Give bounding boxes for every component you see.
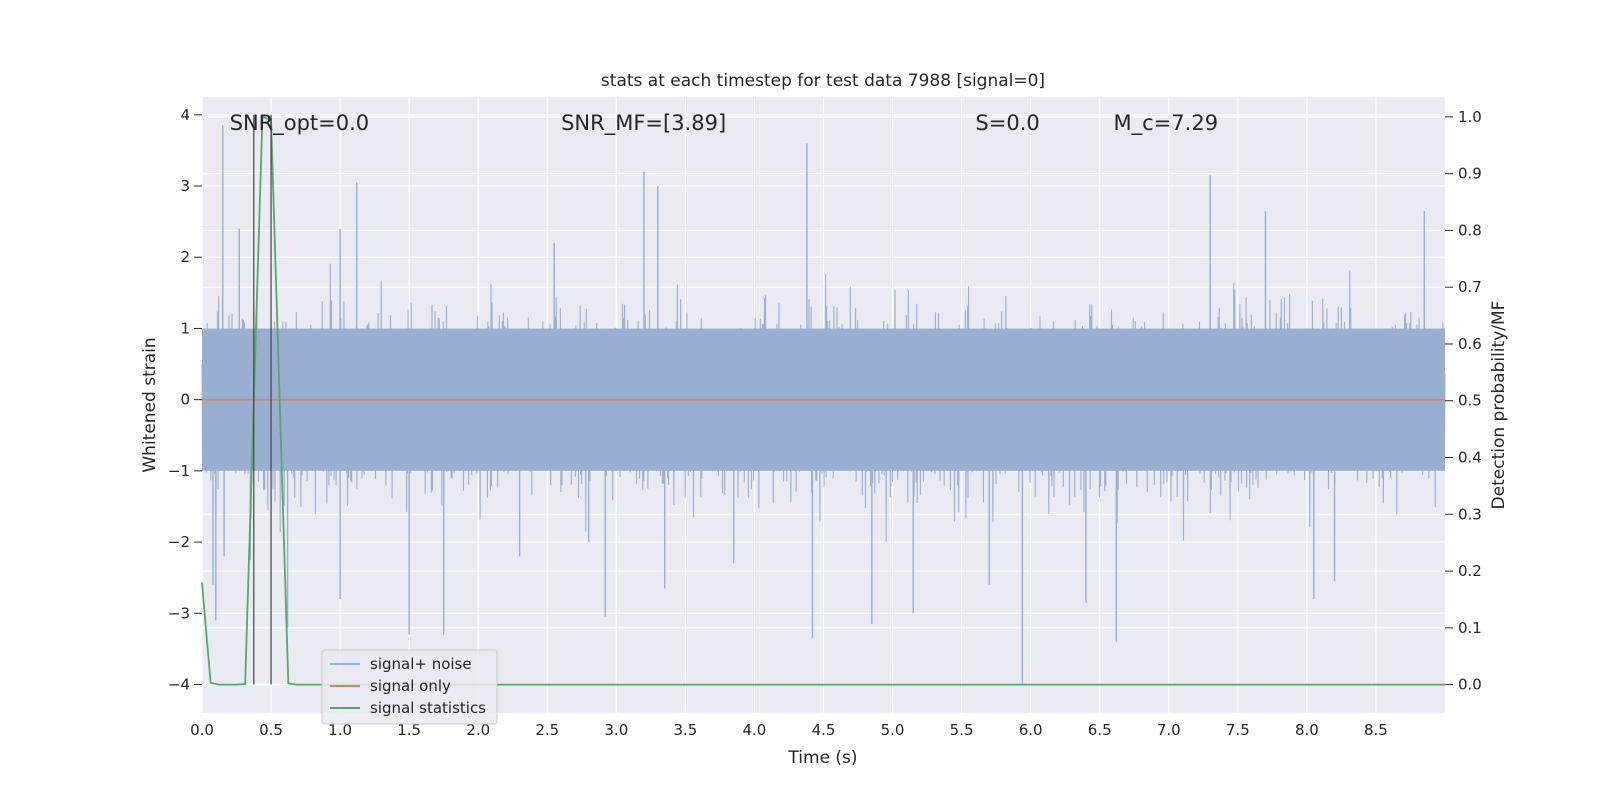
y-tick-label-right: 0.3 <box>1458 505 1482 523</box>
x-tick-label: 5.0 <box>881 721 905 739</box>
y-axis-label-right: Detection probability/MF <box>1489 301 1509 510</box>
y-tick-label-right: 0.9 <box>1458 165 1482 183</box>
vertical-markers <box>253 114 272 685</box>
y-tick-label-left: −2 <box>168 533 190 551</box>
y-tick-label-left: 2 <box>180 248 190 266</box>
legend-label-signal-statistics: signal statistics <box>370 699 486 717</box>
x-tick-label: 2.0 <box>466 721 490 739</box>
x-tick-label: 7.0 <box>1157 721 1181 739</box>
y-tick-label-left: 0 <box>180 391 190 409</box>
x-tick-label: 6.5 <box>1088 721 1112 739</box>
y-tick-label-right: 0.2 <box>1458 562 1482 580</box>
x-tick-label: 8.5 <box>1364 721 1388 739</box>
x-tick-label: 1.5 <box>397 721 421 739</box>
x-tick-label: 8.0 <box>1295 721 1319 739</box>
legend: signal+ noise signal only signal statist… <box>321 649 498 725</box>
x-tick-label: 7.5 <box>1226 721 1250 739</box>
y-tick-label-left: 3 <box>180 177 190 195</box>
x-tick-label: 0.0 <box>190 721 214 739</box>
y-tick-label-right: 0.0 <box>1458 676 1482 694</box>
tick-labels: 0.0 0.5 1.0 1.5 2.0 2.5 3.0 3.5 4.0 4.5 5.0 5.5 6.0 6… <box>168 106 1482 739</box>
y-axis-label-left: Whitened strain <box>140 337 160 472</box>
y-tick-label-right: 0.7 <box>1458 278 1482 296</box>
annotation-s: S=0.0 <box>975 111 1039 135</box>
chart-title: stats at each timestep for test data 798… <box>601 71 1045 91</box>
x-tick-label: 3.0 <box>604 721 628 739</box>
data-series <box>201 115 1446 686</box>
y-tick-label-right: 0.5 <box>1458 392 1482 410</box>
y-tick-label-left: −3 <box>168 604 190 622</box>
x-tick-label: 4.5 <box>812 721 836 739</box>
y-tick-label-left: −1 <box>168 462 190 480</box>
y-tick-label-left: 4 <box>180 106 190 124</box>
y-tick-label-right: 0.6 <box>1458 335 1482 353</box>
x-tick-label: 1.0 <box>328 721 352 739</box>
y-tick-label-right: 0.8 <box>1458 221 1482 239</box>
x-axis-label: Time (s) <box>787 748 857 768</box>
y-tick-label-right: 1.0 <box>1458 108 1482 126</box>
legend-label-signal-only: signal only <box>370 677 451 695</box>
x-tick-label: 6.0 <box>1019 721 1043 739</box>
y-tick-label-right: 0.4 <box>1458 449 1482 467</box>
x-tick-label: 2.5 <box>535 721 559 739</box>
annotations: SNR_opt=0.0 SNR_MF=[3.89] S=0.0 M_c=7.29 <box>230 111 1218 136</box>
x-tick-label: 4.0 <box>743 721 767 739</box>
y-tick-label-left: −4 <box>168 676 190 694</box>
legend-label-signal-noise: signal+ noise <box>370 655 472 673</box>
annotation-mc: M_c=7.29 <box>1114 111 1219 136</box>
x-tick-label: 5.5 <box>950 721 974 739</box>
annotation-snr-mf: SNR_MF=[3.89] <box>561 111 726 136</box>
x-tick-label: 3.5 <box>673 721 697 739</box>
y-tick-label-left: 1 <box>180 319 190 337</box>
y-tick-label-right: 0.1 <box>1458 619 1482 637</box>
x-tick-label: 0.5 <box>259 721 283 739</box>
annotation-snr-opt: SNR_opt=0.0 <box>230 111 370 136</box>
series-signal-statistics <box>201 115 1445 686</box>
